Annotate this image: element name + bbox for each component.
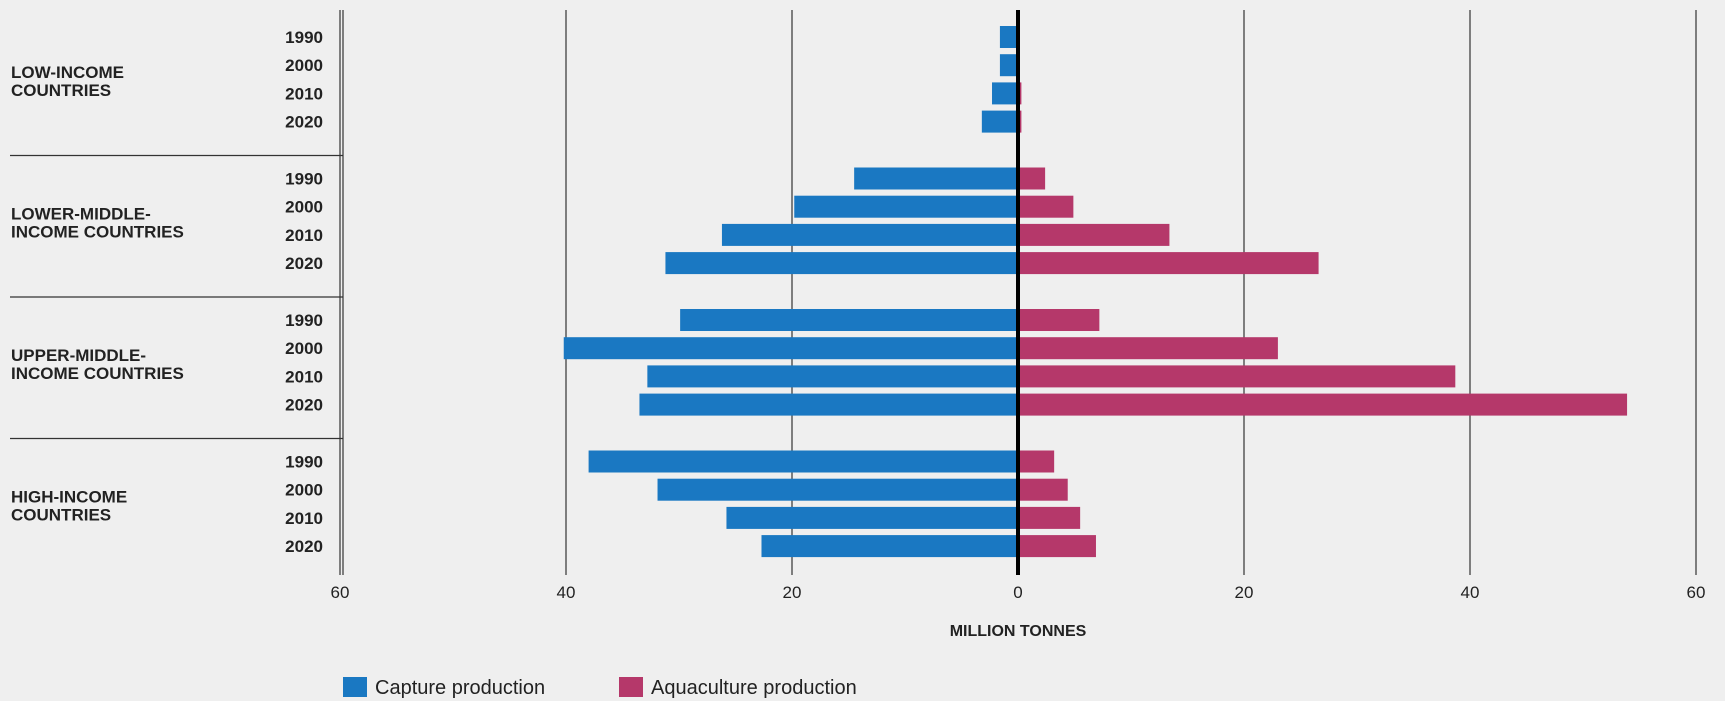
x-tick-label: 60 [331, 583, 350, 602]
year-label: 1990 [285, 170, 323, 189]
x-tick-label: 40 [1461, 583, 1480, 602]
year-label: 2010 [285, 509, 323, 528]
group-label-line: LOWER-MIDDLE- [11, 205, 151, 224]
x-tick-label: 20 [1235, 583, 1254, 602]
year-label: 2010 [285, 84, 323, 103]
group-label-line: COUNTRIES [11, 81, 111, 100]
aquaculture-bar [1018, 252, 1319, 275]
aquaculture-bar [1018, 506, 1081, 529]
year-label: 2020 [285, 537, 323, 556]
group-separators [10, 154, 343, 440]
year-label: 2000 [285, 481, 323, 500]
legend-label: Aquaculture production [651, 677, 857, 699]
aquaculture-bar [1018, 450, 1055, 473]
capture-bar [999, 54, 1018, 77]
capture-bar [647, 365, 1018, 388]
capture-bar [726, 506, 1018, 529]
year-label: 1990 [285, 28, 323, 47]
aquaculture-bar [1018, 223, 1170, 246]
year-label: 1990 [285, 453, 323, 472]
x-tick-label: 0 [1013, 583, 1022, 602]
group-label: UPPER-MIDDLE-INCOME COUNTRIES [11, 346, 184, 383]
year-label: 1990 [285, 311, 323, 330]
group-label-line: HIGH-INCOME [11, 488, 127, 507]
legend-label: Capture production [375, 677, 545, 699]
x-tick-label: 40 [557, 583, 576, 602]
group-label: HIGH-INCOME COUNTRIES [11, 488, 127, 525]
legend-swatch [619, 677, 643, 697]
legend-swatch [343, 677, 367, 697]
x-tick-label: 20 [783, 583, 802, 602]
year-label: 2020 [285, 396, 323, 415]
gridlines [339, 10, 1697, 575]
aquaculture-bar [1018, 195, 1074, 218]
aquaculture-bar [1018, 393, 1628, 416]
capture-bar [761, 535, 1018, 558]
aquaculture-bar [1018, 309, 1100, 331]
x-tick-label: 60 [1687, 583, 1706, 602]
capture-bar [981, 110, 1018, 133]
x-axis-title: MILLION TONNES [950, 623, 1087, 640]
aquaculture-bar [1018, 535, 1096, 558]
capture-bar [992, 82, 1018, 105]
aquaculture-bar [1018, 478, 1068, 501]
year-label: 2000 [285, 339, 323, 358]
bars [563, 26, 1628, 558]
year-label: 2020 [285, 254, 323, 273]
legend: Capture production Aquaculture production [343, 677, 857, 699]
capture-bar [563, 337, 1018, 360]
group-label-line: INCOME COUNTRIES [11, 223, 184, 242]
group-label: LOWER-MIDDLE-INCOME COUNTRIES [11, 205, 184, 242]
capture-bar [657, 478, 1018, 501]
capture-bar [721, 223, 1018, 246]
capture-bar [665, 252, 1018, 275]
aquaculture-bar [1018, 167, 1046, 190]
group-label: LOW-INCOME COUNTRIES [11, 63, 124, 100]
capture-bar [680, 309, 1018, 331]
capture-bar [794, 195, 1018, 218]
capture-bar [854, 167, 1018, 190]
group-label-line: LOW-INCOME [11, 63, 124, 82]
year-label: 2000 [285, 198, 323, 217]
x-axis-ticks: 60 40 20 0 20 40 60 [331, 583, 1706, 602]
aquaculture-bar [1018, 337, 1278, 360]
aquaculture-bar [1018, 365, 1456, 388]
year-label: 2020 [285, 113, 323, 132]
year-label: 2010 [285, 226, 323, 245]
capture-bar [639, 393, 1018, 416]
group-label-line: INCOME COUNTRIES [11, 364, 184, 383]
capture-bar [588, 450, 1018, 473]
group-label-line: UPPER-MIDDLE- [11, 346, 146, 365]
capture-bar [999, 26, 1018, 48]
year-label: 2010 [285, 367, 323, 386]
group-label-line: COUNTRIES [11, 506, 111, 525]
year-label: 2000 [285, 56, 323, 75]
